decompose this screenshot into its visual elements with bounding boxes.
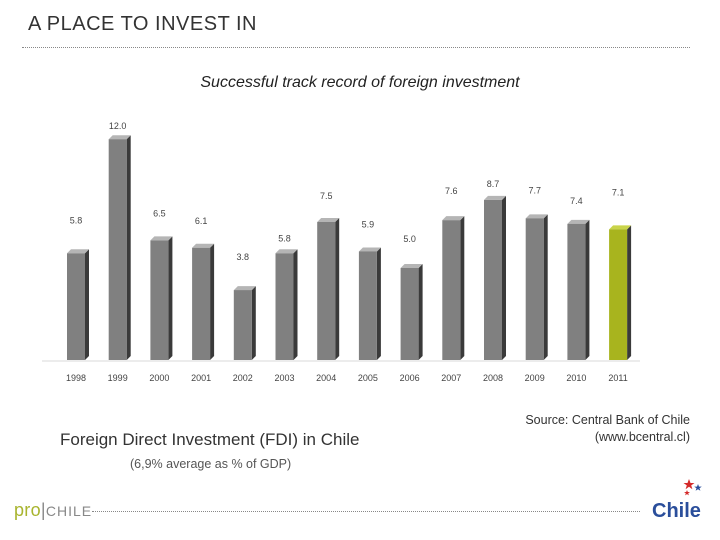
source-line-2: (www.bcentral.cl) <box>594 430 690 444</box>
page-title: A PLACE TO INVEST IN <box>28 13 257 35</box>
x-tick-2001: 2001 <box>191 373 211 383</box>
data-label-1999: 12.0 <box>109 121 127 131</box>
data-label-2003: 5.8 <box>278 233 291 243</box>
bar-1999 <box>108 135 131 360</box>
x-tick-1998: 1998 <box>66 373 86 383</box>
x-tick-2009: 2009 <box>525 373 545 383</box>
data-label-2004: 7.5 <box>320 191 333 201</box>
bar-2010 <box>567 219 590 360</box>
prochile-logo-pro: pro <box>14 500 41 520</box>
x-tick-2008: 2008 <box>483 373 503 383</box>
footer-divider <box>92 511 640 512</box>
x-tick-2005: 2005 <box>358 373 378 383</box>
x-tick-2002: 2002 <box>233 373 253 383</box>
chart-caption: Foreign Direct Investment (FDI) in Chile <box>60 430 360 449</box>
x-tick-2007: 2007 <box>441 373 461 383</box>
chart-subcaption: (6,9% average as % of GDP) <box>130 457 292 471</box>
data-label-2005: 5.9 <box>362 219 375 229</box>
data-label-1998: 5.8 <box>70 215 83 225</box>
data-label-2002: 3.8 <box>237 252 250 262</box>
x-tick-2010: 2010 <box>566 373 586 383</box>
data-label-2011: 7.1 <box>612 187 625 197</box>
header-divider <box>22 47 690 48</box>
source-line-1: Source: Central Bank of Chile <box>525 413 690 427</box>
data-label-2001: 6.1 <box>195 216 208 226</box>
bar-2008 <box>484 195 506 360</box>
x-tick-2006: 2006 <box>400 373 420 383</box>
data-label-2009: 7.7 <box>528 185 541 195</box>
chile-brand-logo: Chile <box>652 500 701 522</box>
x-tick-2000: 2000 <box>149 373 169 383</box>
x-tick-2011: 2011 <box>608 373 627 383</box>
bar-2006 <box>400 264 423 360</box>
bar-2002 <box>233 286 256 360</box>
bar-2011 <box>609 225 632 360</box>
bar-2009 <box>525 214 548 360</box>
prochile-logo-chile: CHILE <box>45 503 93 519</box>
x-tick-1999: 1999 <box>108 373 128 383</box>
prochile-logo: pro|CHILE <box>14 500 93 520</box>
source-note: Source: Central Bank of Chile (www.bcent… <box>525 412 690 446</box>
bar-1998 <box>67 249 89 360</box>
bar-2004 <box>317 218 340 360</box>
chart-title: Successful track record of foreign inves… <box>200 74 520 91</box>
data-label-2006: 5.0 <box>403 234 416 244</box>
bar-2003 <box>275 249 298 360</box>
chile-stars-icon <box>683 479 702 496</box>
data-label-2010: 7.4 <box>570 196 583 206</box>
x-tick-2003: 2003 <box>274 373 294 383</box>
x-tick-2004: 2004 <box>316 373 336 383</box>
data-label-2008: 8.7 <box>487 179 500 189</box>
data-label-2000: 6.5 <box>153 208 166 218</box>
bar-2007 <box>442 216 465 360</box>
fdi-bar-chart: 5.8 12.0 6.5 6.1 3.8 5.8 7.5 5.9 5.0 7.6 8.7 7.7 7.4… <box>42 121 640 383</box>
data-label-2007: 7.6 <box>445 186 458 196</box>
bar-2001 <box>192 243 215 360</box>
bar-2005 <box>358 247 381 360</box>
bar-2000 <box>150 236 173 360</box>
